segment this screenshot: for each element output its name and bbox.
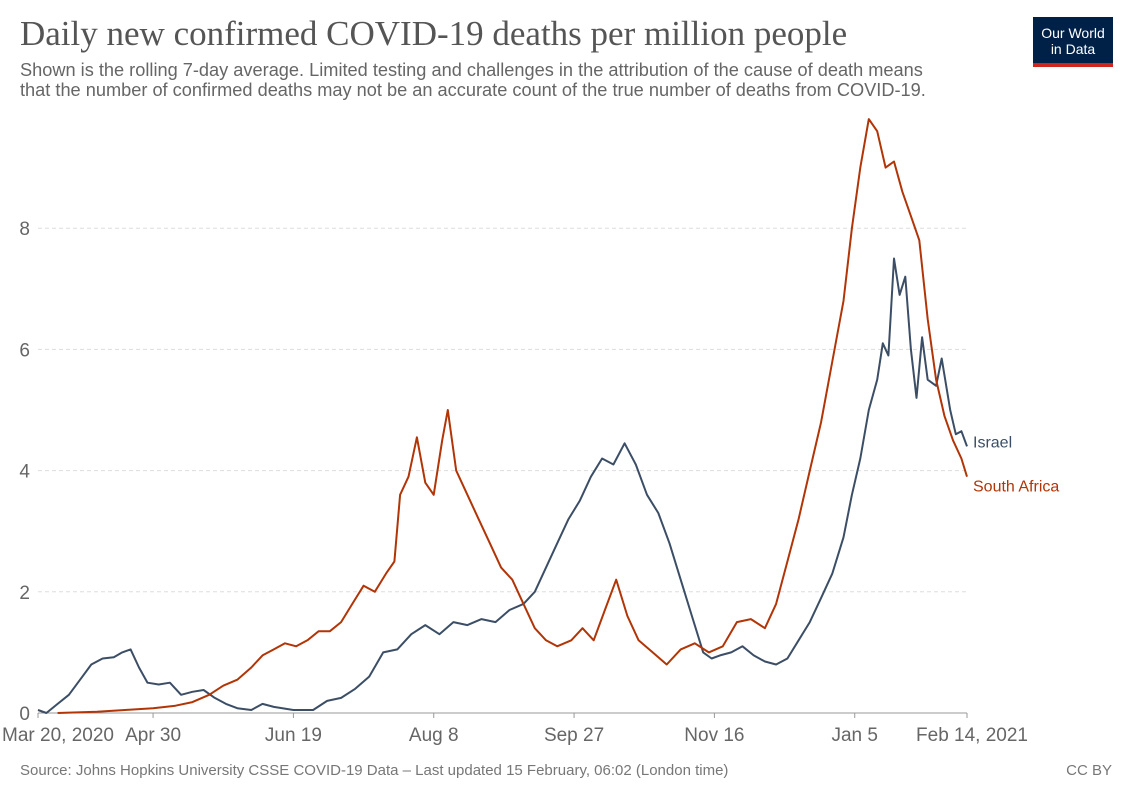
logo-line-2: in Data bbox=[1050, 41, 1096, 57]
series-labels[interactable]: Israel South Africa bbox=[973, 434, 1059, 495]
x-tick-label: Mar 20, 2020 bbox=[2, 725, 114, 746]
y-tick-label: 2 bbox=[19, 583, 30, 604]
y-tick-label: 6 bbox=[19, 340, 30, 361]
x-tick-label: Sep 27 bbox=[544, 725, 604, 746]
logo-line-1: Our World bbox=[1041, 25, 1105, 41]
chart-title: Daily new confirmed COVID-19 deaths per … bbox=[20, 14, 848, 53]
x-tick-label: Aug 8 bbox=[409, 725, 459, 746]
series-lines[interactable] bbox=[37, 118, 968, 714]
source-note: Source: Johns Hopkins University CSSE CO… bbox=[20, 762, 729, 779]
y-tick-label: 4 bbox=[19, 462, 30, 483]
x-tick-label: Apr 30 bbox=[125, 725, 181, 746]
y-tick-label: 8 bbox=[19, 219, 30, 240]
series-line-south-africa[interactable] bbox=[57, 118, 968, 714]
subtitle-line-1: Shown is the rolling 7-day average. Limi… bbox=[20, 60, 923, 80]
x-tick-label: Jan 5 bbox=[831, 725, 877, 746]
series-line-israel[interactable] bbox=[37, 257, 968, 714]
x-tick-label: Feb 14, 2021 bbox=[916, 725, 1028, 746]
license-link[interactable]: CC BY bbox=[1066, 762, 1112, 779]
owid-logo[interactable]: Our World in Data bbox=[1033, 17, 1113, 67]
y-tick-label: 0 bbox=[19, 704, 30, 725]
series-label-israel[interactable]: Israel bbox=[973, 434, 1012, 451]
series-label-south-africa[interactable]: South Africa bbox=[973, 479, 1059, 496]
x-tick-label: Nov 16 bbox=[684, 725, 744, 746]
subtitle-line-2: that the number of confirmed deaths may … bbox=[20, 80, 926, 100]
chart-subtitle: Shown is the rolling 7-day average. Limi… bbox=[20, 60, 1010, 100]
y-axis: 0 2 4 6 8 bbox=[19, 219, 30, 725]
x-axis: Mar 20, 2020 Apr 30 Jun 19 Aug 8 Sep 27 Nov 1… bbox=[2, 713, 1028, 746]
grid-lines bbox=[38, 227, 967, 714]
x-tick-label: Jun 19 bbox=[265, 725, 322, 746]
